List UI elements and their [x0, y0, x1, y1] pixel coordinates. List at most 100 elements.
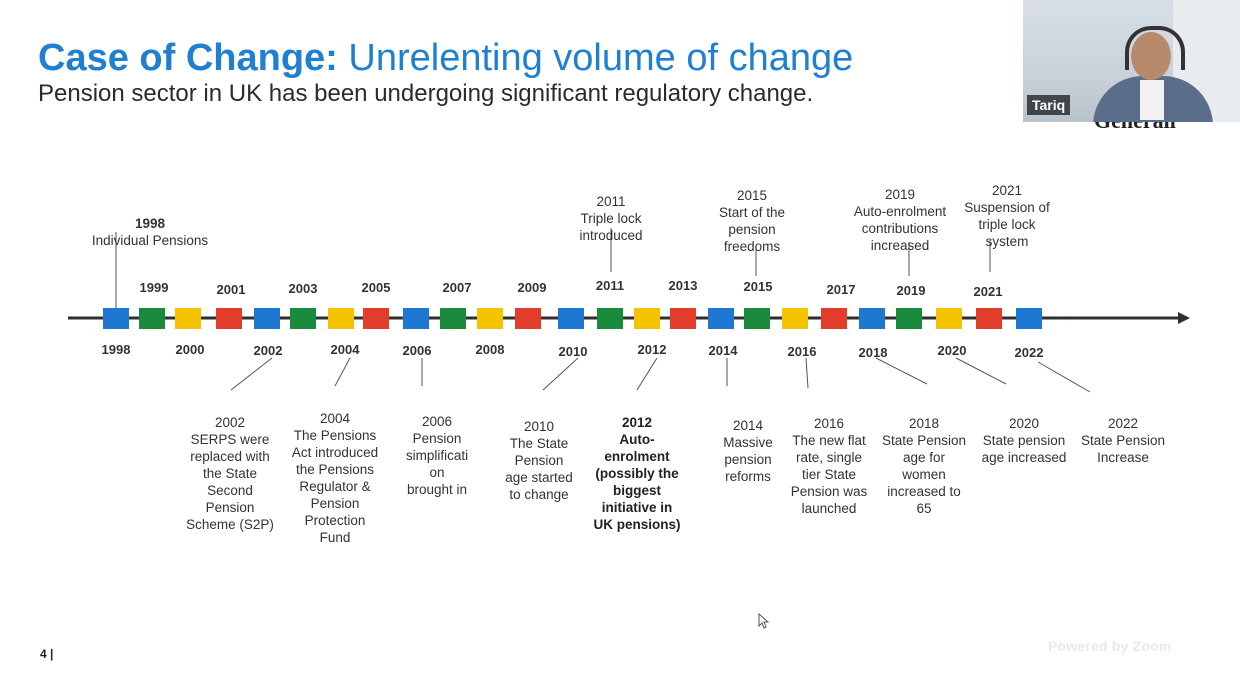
- timeline-marker: [175, 308, 201, 329]
- timeline-note-highlight: 2012 Auto- enrolment (possibly the bigges…: [593, 397, 680, 533]
- year-label-bottom: 2010: [558, 344, 588, 359]
- timeline-marker: [744, 308, 770, 329]
- leader-line: [1037, 361, 1091, 393]
- year-label-bottom: 1998: [101, 342, 131, 357]
- year-label-bottom: 2018: [858, 345, 888, 360]
- note-text: The State Pension age started to change: [505, 436, 573, 502]
- timeline-note: 2004 The Pensions Act introduced the Pens…: [292, 393, 378, 546]
- note-text: The Pensions Act introduced the Pensions…: [291, 428, 379, 545]
- timeline-note: 2011 Triple lock introduced: [579, 176, 642, 244]
- note-year: 2006: [421, 414, 453, 429]
- note-year: 2016: [813, 416, 845, 431]
- timeline-marker: [782, 308, 808, 329]
- timeline-marker: [139, 308, 165, 329]
- year-label-top: 2007: [442, 280, 472, 295]
- year-label-bottom: 2008: [475, 342, 505, 357]
- note-text: SERPS were replaced with the State Secon…: [186, 432, 274, 532]
- note-text: Suspension of triple lock system: [964, 200, 1050, 249]
- leader-line: [636, 357, 658, 391]
- timeline-note: 2002 SERPS were replaced with the State S…: [186, 397, 274, 533]
- note-year: 1998: [134, 216, 166, 231]
- note-year: 2021: [991, 183, 1023, 198]
- leader-line: [230, 357, 273, 391]
- participant-name-label: Tariq: [1027, 95, 1071, 115]
- note-text: Auto- enrolment (possibly the biggest in…: [593, 432, 681, 532]
- timeline-note: 2021 Suspension of triple lock system: [964, 165, 1050, 250]
- leader-line: [805, 357, 809, 389]
- note-year: 2010: [523, 419, 555, 434]
- year-label-bottom: 2006: [402, 343, 432, 358]
- note-text: Pension simplificati on brought in: [405, 431, 469, 497]
- year-label-top: 2019: [896, 283, 926, 298]
- timeline-marker: [254, 308, 280, 329]
- mouse-cursor-icon: [758, 613, 770, 629]
- timeline-marker: [896, 308, 922, 329]
- year-label-bottom: 2016: [787, 344, 817, 359]
- year-label-top: 2013: [668, 278, 698, 293]
- timeline-note: 2010 The State Pension age started to cha…: [505, 401, 573, 503]
- note-text: Triple lock introduced: [579, 211, 643, 243]
- year-label-bottom: 2002: [253, 343, 283, 358]
- timeline-leader-lines: [115, 228, 1091, 393]
- leader-line: [955, 357, 1007, 385]
- note-text: State pension age increased: [981, 433, 1067, 465]
- timeline-note: 2014 Massive pension reforms: [723, 400, 773, 485]
- title-rest: Unrelenting volume of change: [348, 37, 854, 79]
- timeline-note: 2018 State Pension age for women increase…: [882, 398, 966, 517]
- note-year: 2022: [1107, 416, 1139, 431]
- note-text: Individual Pensions: [91, 233, 209, 248]
- note-year: 2020: [1008, 416, 1040, 431]
- note-year: 2019: [884, 187, 916, 202]
- timeline-marker: [103, 308, 129, 329]
- year-label-top: 2011: [595, 278, 625, 293]
- timeline-marker: [440, 308, 466, 329]
- timeline-marker: [216, 308, 242, 329]
- axis-arrow-icon: [1178, 312, 1190, 324]
- timeline-marker: [515, 308, 541, 329]
- timeline-marker: [859, 308, 885, 329]
- note-year: 2015: [736, 188, 768, 203]
- timeline-note: 2020 State pension age increased: [982, 398, 1067, 466]
- timeline-note: 1998 Individual Pensions: [92, 198, 208, 249]
- slide-subtitle: Pension sector in UK has been undergoing…: [38, 80, 814, 107]
- note-year: 2011: [596, 194, 626, 209]
- slide-title: Case of Change: Unrelenting volume of ch…: [38, 36, 853, 80]
- timeline-marker: [821, 308, 847, 329]
- timeline-marker: [290, 308, 316, 329]
- title-lead: Case of Change:: [38, 37, 338, 79]
- leader-line: [875, 357, 928, 385]
- timeline-marker: [328, 308, 354, 329]
- timeline-marker: [597, 308, 623, 329]
- timeline-marker: [403, 308, 429, 329]
- timeline-markers: [103, 308, 1042, 329]
- year-label-top: 2009: [517, 280, 547, 295]
- leader-line: [334, 357, 351, 387]
- year-label-top: 2017: [826, 282, 856, 297]
- note-text: The new flat rate, single tier State Pen…: [790, 433, 868, 516]
- note-text: State Pension Increase: [1080, 433, 1166, 465]
- year-label-top: 1999: [139, 280, 169, 295]
- timeline-marker: [1016, 308, 1042, 329]
- timeline-note: 2015 Start of the pension freedoms: [719, 170, 785, 255]
- note-year: 2018: [908, 416, 940, 431]
- timeline-marker: [708, 308, 734, 329]
- participant-video-tile[interactable]: Tariq: [1023, 0, 1240, 122]
- note-text: State Pension age for women increased to…: [881, 433, 967, 516]
- year-label-bottom: 2004: [330, 342, 360, 357]
- note-year: 2002: [214, 415, 246, 430]
- timeline-note: 2016 The new flat rate, single tier State…: [791, 398, 868, 517]
- participant-shirt: [1140, 80, 1164, 120]
- year-label-top: 2015: [743, 279, 773, 294]
- headset-icon: [1125, 26, 1185, 70]
- year-label-top: 2005: [361, 280, 391, 295]
- timeline-note: 2022 State Pension Increase: [1081, 398, 1165, 466]
- timeline-marker: [558, 308, 584, 329]
- timeline-marker: [477, 308, 503, 329]
- timeline-marker: [976, 308, 1002, 329]
- year-label-top: 2001: [216, 282, 246, 297]
- timeline-marker: [670, 308, 696, 329]
- page-number: 4 |: [40, 647, 54, 661]
- timeline-marker: [363, 308, 389, 329]
- timeline-note: 2006 Pension simplificati on brought in: [406, 396, 468, 498]
